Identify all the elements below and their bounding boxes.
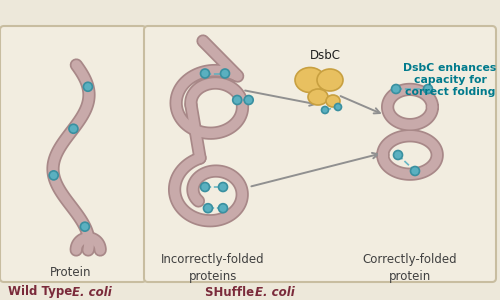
Circle shape: [220, 69, 230, 78]
Circle shape: [244, 95, 253, 104]
Circle shape: [84, 82, 92, 91]
Circle shape: [49, 171, 58, 180]
Text: DsbC enhances
capacity for
correct folding: DsbC enhances capacity for correct foldi…: [404, 63, 496, 97]
Text: Incorrectly-folded
proteins: Incorrectly-folded proteins: [161, 253, 265, 283]
Circle shape: [392, 85, 400, 94]
Circle shape: [410, 167, 420, 176]
Circle shape: [80, 222, 90, 231]
Text: Protein: Protein: [50, 266, 92, 278]
Circle shape: [69, 124, 78, 133]
Text: Correctly-folded
protein: Correctly-folded protein: [362, 253, 458, 283]
Circle shape: [232, 95, 241, 104]
Circle shape: [424, 85, 432, 94]
Text: E. coli: E. coli: [72, 286, 112, 298]
Ellipse shape: [317, 69, 343, 91]
Circle shape: [218, 204, 228, 213]
Ellipse shape: [308, 89, 328, 105]
Circle shape: [322, 106, 328, 113]
FancyBboxPatch shape: [144, 26, 496, 282]
Text: E. coli: E. coli: [255, 286, 295, 298]
Text: SHuffle: SHuffle: [205, 286, 258, 298]
Circle shape: [200, 69, 209, 78]
Text: Wild Type: Wild Type: [8, 286, 76, 298]
Ellipse shape: [326, 95, 340, 107]
Ellipse shape: [295, 68, 325, 92]
Circle shape: [200, 182, 209, 191]
Circle shape: [204, 204, 212, 213]
Circle shape: [394, 151, 402, 160]
Circle shape: [218, 182, 228, 191]
Circle shape: [334, 103, 342, 110]
Text: DsbC: DsbC: [310, 49, 340, 62]
FancyBboxPatch shape: [0, 26, 146, 282]
